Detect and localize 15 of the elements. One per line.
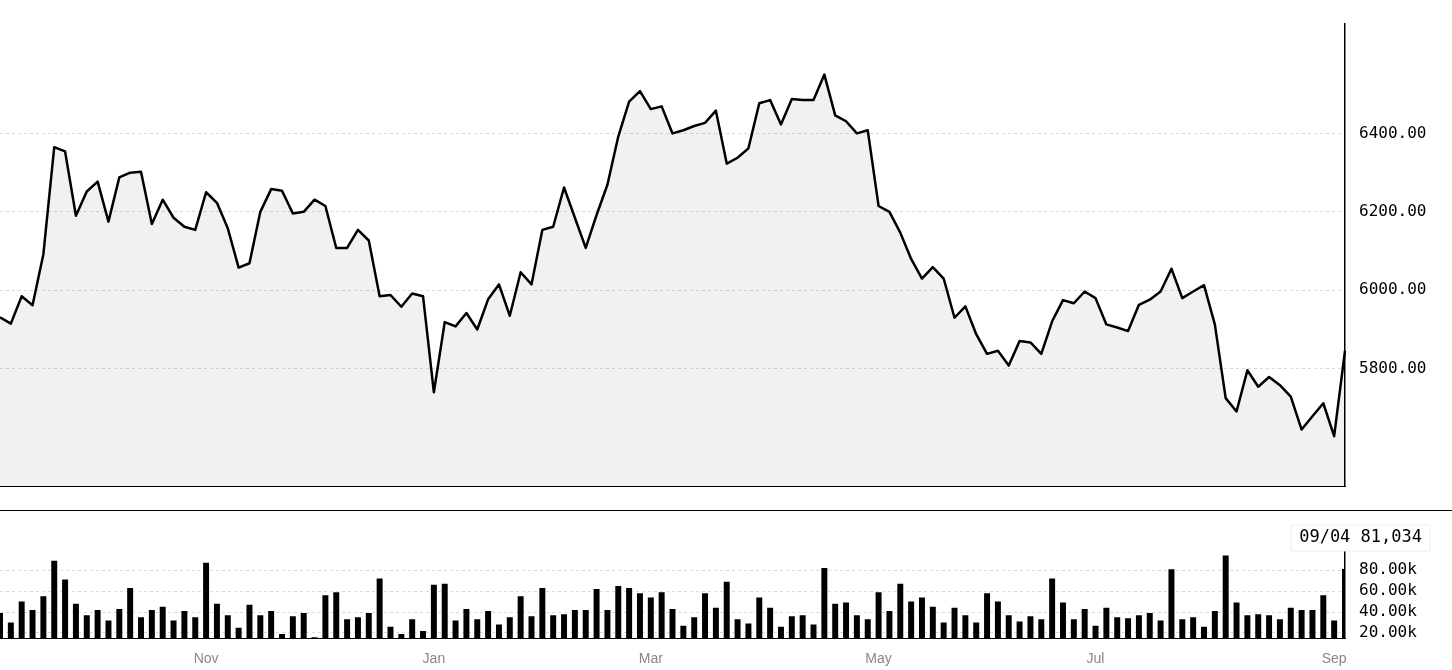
annotation: 09/04 81,034 xyxy=(1299,526,1423,547)
y-tick-label: 6400.00 xyxy=(1359,122,1427,142)
x-tick-label: Sep xyxy=(1321,650,1347,667)
y-tick-label: 6000.00 xyxy=(1359,279,1427,299)
x-tick-label: Jul xyxy=(1086,650,1105,667)
y-tick-label: 5800.00 xyxy=(1359,357,1427,377)
y-tick-label: 60.00k xyxy=(1359,580,1418,600)
y-tick-label: 80.00k xyxy=(1359,559,1418,579)
y-tick-label: 20.00k xyxy=(1359,622,1418,642)
x-tick-label: Nov xyxy=(193,650,219,667)
x-tick-label: Mar xyxy=(638,650,664,667)
x-tick-label: Jan xyxy=(422,650,446,667)
y-tick-label: 40.00k xyxy=(1359,601,1418,621)
y-tick-label: 6200.00 xyxy=(1359,201,1427,221)
x-tick-label: May xyxy=(865,650,892,667)
